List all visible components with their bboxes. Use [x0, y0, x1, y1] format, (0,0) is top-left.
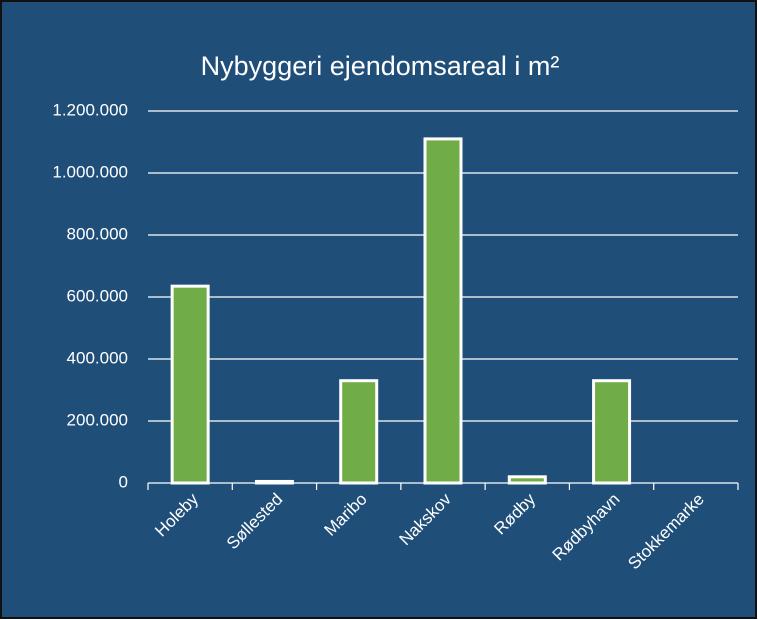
bar [339, 379, 379, 485]
chart-title: Nybyggeri ejendomsareal i m² [201, 51, 560, 81]
y-tick-label: 800.000 [67, 224, 128, 243]
bar [170, 284, 210, 485]
bar [507, 475, 547, 485]
y-tick-label: 0 [119, 472, 128, 491]
bar [423, 137, 463, 485]
y-tick-label: 400.000 [67, 348, 128, 367]
y-tick-label: 1.200.000 [52, 100, 128, 119]
bar [254, 479, 294, 485]
y-tick-label: 1.000.000 [52, 162, 128, 181]
bar [592, 379, 632, 485]
y-tick-label: 600.000 [67, 286, 128, 305]
y-tick-label: 200.000 [67, 410, 128, 429]
